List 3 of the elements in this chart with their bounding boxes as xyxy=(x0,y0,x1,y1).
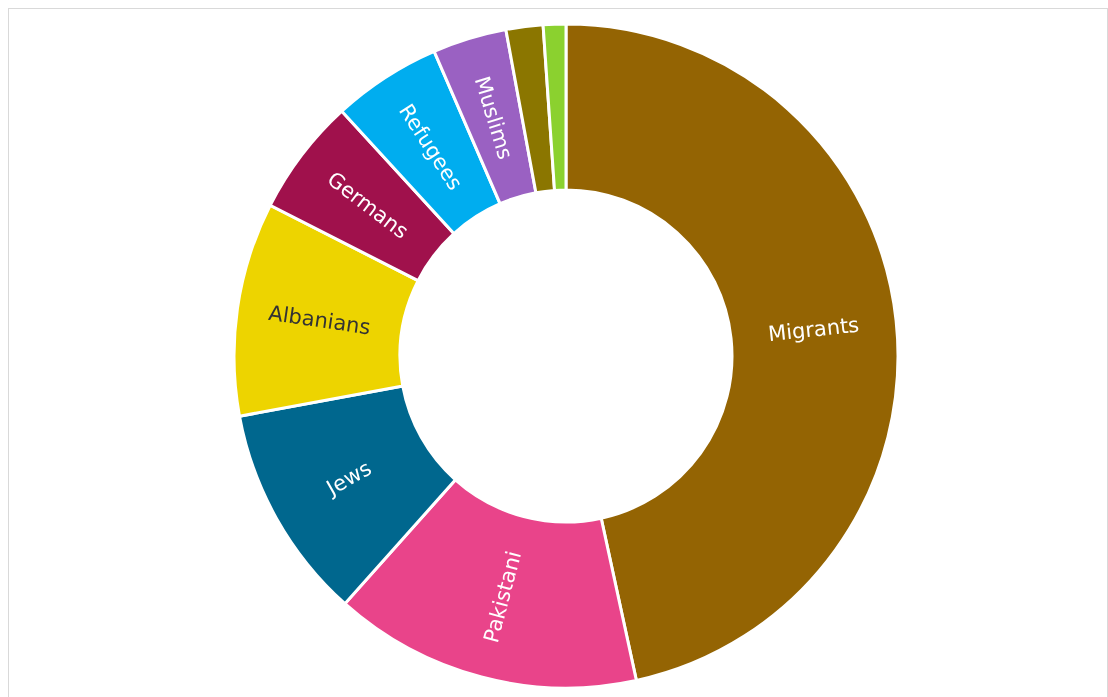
slice-label: Muslims xyxy=(469,73,518,163)
slice-label: Migrants xyxy=(766,312,861,347)
slice-label: Albanians xyxy=(267,300,373,340)
